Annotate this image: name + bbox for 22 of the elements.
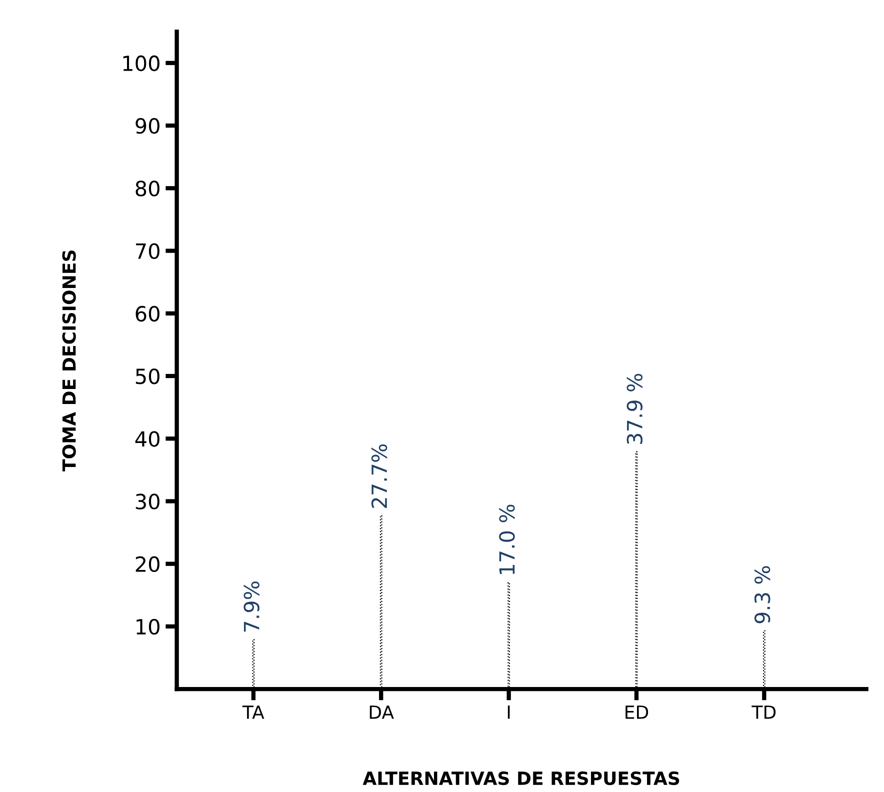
y-tick-label: 70 bbox=[136, 243, 160, 260]
x-tick-label: TA bbox=[242, 706, 264, 719]
x-tick-label: I bbox=[508, 706, 510, 719]
y-tick-label: 40 bbox=[135, 431, 160, 447]
x-axis-title: ALTERNATIVAS DE RESPUESTAS bbox=[362, 771, 680, 786]
data-label: 17.0 % bbox=[499, 504, 515, 574]
data-label: 9.3 % bbox=[754, 566, 770, 624]
y-tick-label: 10 bbox=[136, 618, 160, 635]
data-label: 7.9% bbox=[244, 582, 260, 632]
y-tick-label: 60 bbox=[136, 306, 160, 322]
x-tick-label: TD bbox=[752, 706, 776, 719]
y-tick-label: 20 bbox=[136, 556, 160, 572]
y-tick-label: 90 bbox=[136, 118, 160, 134]
data-label: 27.7% bbox=[371, 444, 388, 508]
y-axis-title: TOMA DE DECISIONES bbox=[62, 250, 76, 472]
y-tick-label: 80 bbox=[136, 180, 160, 196]
data-label: 37.9 % bbox=[626, 374, 643, 444]
x-tick-label: ED bbox=[626, 706, 648, 719]
x-tick-label: DA bbox=[370, 706, 394, 719]
y-tick-label: 30 bbox=[136, 494, 160, 510]
y-tick-label: 100 bbox=[123, 55, 160, 72]
y-tick-label: 50 bbox=[136, 368, 160, 384]
